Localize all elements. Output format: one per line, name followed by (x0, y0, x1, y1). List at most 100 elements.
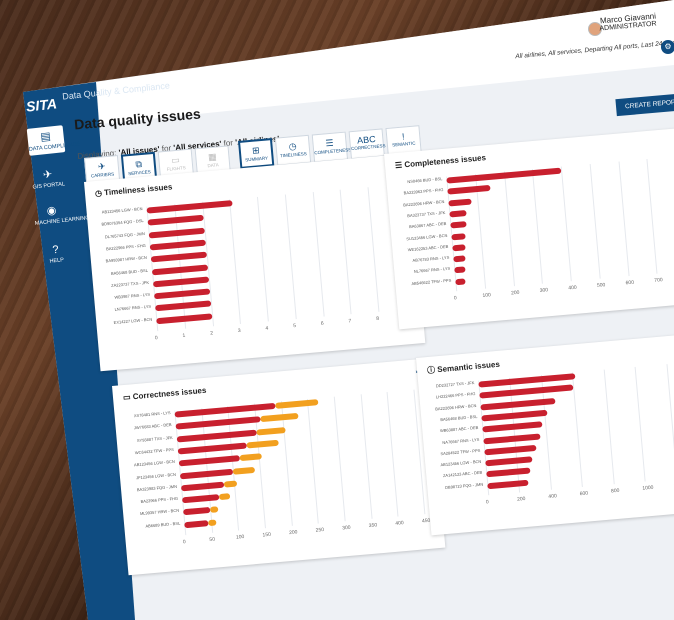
category-label: SU123456 LGW - BCN (406, 232, 448, 241)
sidebar-item-help[interactable]: ? HELP (37, 242, 75, 266)
x-tick-label: 0 (485, 499, 489, 506)
category-label: ML99357 HRW - BCN (139, 508, 180, 517)
category-label: WB63887 ABC - DEB (439, 425, 479, 434)
correctness-title: ▭ Correctness issues (122, 385, 207, 403)
bar[interactable] (454, 266, 466, 274)
x-tick-label: 0 (453, 295, 457, 302)
x-tick-label: 500 (596, 282, 606, 289)
bar-issues-primary[interactable] (184, 519, 209, 528)
bar-issues-secondary[interactable] (219, 493, 231, 501)
x-tick-label: 250 (315, 527, 325, 534)
bar[interactable] (453, 255, 466, 263)
x-tick-label: 800 (610, 487, 620, 495)
completeness-card: ☰ Completeness issues 0 100 200 300 400 500 60… (384, 127, 674, 330)
sidebar-item-data-compliance[interactable]: ▤ DATA COMPLIANCE (26, 125, 80, 156)
x-tick-label: 400 (395, 520, 404, 527)
bar[interactable] (487, 479, 529, 489)
bar-issues-primary[interactable] (176, 429, 257, 443)
x-tick-label: 150 (262, 531, 272, 539)
sidebar-item-machine-learning[interactable]: ◉ MACHINE LEARNING (33, 202, 90, 227)
x-tick-label: 600 (579, 490, 589, 498)
category-label: BA222966 PPS - FHG (105, 242, 146, 252)
bar-issues-secondary[interactable] (260, 413, 299, 423)
sidebar-item-gis-portal[interactable]: ✈ GIS PORTAL (29, 166, 67, 191)
bar[interactable] (450, 221, 467, 229)
bar-issues-primary[interactable] (183, 507, 211, 516)
x-tick-label: 100 (235, 534, 245, 541)
bar[interactable] (452, 244, 466, 252)
bar[interactable] (481, 409, 548, 422)
avatar[interactable] (588, 22, 602, 36)
gridline (603, 369, 615, 485)
gridline (307, 398, 320, 524)
category-label: AB76783 RNS - LYS (412, 254, 450, 264)
timeliness-card: ◷ Timeliness issues ⤢ 0123456789AB123456… (84, 153, 426, 372)
bar[interactable] (484, 444, 537, 456)
category-label: EX14227 LGW - BCN (113, 316, 153, 325)
bar[interactable] (486, 467, 531, 478)
semantic-title: ⓘ Semantic issues (426, 359, 501, 376)
category-label: WE162253 ABC - DEB (407, 243, 449, 253)
category-label: LN76667 RNS - LYS (114, 304, 152, 313)
x-tick-label: 300 (342, 524, 351, 532)
bar[interactable] (485, 456, 533, 467)
category-label: AB6689 BUD - BSL (145, 520, 181, 529)
gridline (333, 396, 346, 522)
category-label: ZA223737 TXS - JFK (110, 279, 150, 288)
help-icon: ? (51, 243, 60, 257)
bar[interactable] (146, 200, 233, 214)
bar-issues-secondary[interactable] (256, 426, 287, 436)
category-label: BA323983 FQG - JMN (136, 483, 178, 493)
category-label: BA56468 BUD - BSL (110, 267, 149, 276)
category-label: NL76667 RNS - LYS (413, 266, 451, 275)
gridline (360, 394, 373, 519)
category-label: AB123456 LGW - BCN (133, 459, 176, 468)
bar[interactable] (447, 185, 491, 195)
sita-logo[interactable]: SITA (25, 95, 58, 115)
bar-issues-secondary[interactable] (208, 519, 217, 526)
tab-completeness[interactable]: ☰ COMPLETENESS (311, 131, 351, 163)
x-tick-label: 350 (368, 522, 378, 530)
category-label: NS0466 BUD - BSL (407, 176, 443, 185)
bar-issues-secondary[interactable] (232, 466, 255, 475)
bar[interactable] (455, 278, 466, 285)
x-tick-label: 2 (209, 330, 214, 337)
tab-summary[interactable]: ⊞ SUMMARY (238, 138, 275, 169)
semantic-card: ⓘ Semantic issues 0200400600800100012001… (416, 332, 674, 536)
bar-issues-primary[interactable] (178, 455, 241, 467)
bar-issues-secondary[interactable] (275, 399, 319, 409)
x-tick-label: 50 (209, 536, 216, 544)
x-tick-label: 0 (154, 335, 158, 342)
bar-issues-primary[interactable] (181, 494, 220, 504)
bar-issues-secondary[interactable] (209, 506, 219, 514)
category-label: DB98723 FQG - JMN (444, 481, 484, 490)
tab-timeliness[interactable]: ◷ TIMELINESS (274, 134, 312, 166)
bar-issues-secondary[interactable] (223, 480, 238, 488)
bar[interactable] (449, 209, 467, 218)
x-tick-label: 700 (654, 277, 663, 284)
bar-issues-primary[interactable] (180, 481, 224, 492)
bar-issues-secondary[interactable] (246, 439, 280, 449)
chart-icon: ▤ (39, 130, 52, 144)
tab-correctness[interactable]: ABC CORRECTNESS (348, 128, 386, 160)
category-label: BA223962 PPS - FHG (403, 187, 444, 196)
bar[interactable] (482, 421, 543, 433)
bar[interactable] (451, 232, 467, 240)
category-label: ZA142123 ABC - DEB (442, 470, 483, 479)
gridline (666, 364, 674, 479)
x-tick-label: 8 (376, 315, 380, 323)
category-label: SY93887 TXS - JFK (136, 434, 173, 443)
bar[interactable] (479, 384, 574, 399)
bar-issues-primary[interactable] (177, 442, 248, 455)
bar[interactable] (448, 198, 472, 207)
x-tick-label: 100 (482, 292, 492, 299)
settings-icon[interactable]: ⚙ (661, 40, 674, 54)
category-label: LH222466 PPS - FHG (435, 391, 476, 400)
gridline (589, 164, 601, 279)
bar[interactable] (483, 433, 541, 444)
bar-issues-primary[interactable] (175, 416, 262, 430)
bar-issues-primary[interactable] (174, 402, 276, 418)
x-tick-label: 7 (348, 318, 352, 325)
timeliness-title: ◷ Timeliness issues (94, 182, 173, 199)
gridline (560, 166, 572, 282)
